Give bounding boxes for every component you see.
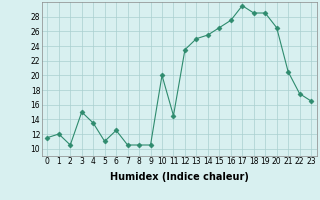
X-axis label: Humidex (Indice chaleur): Humidex (Indice chaleur) <box>110 172 249 182</box>
